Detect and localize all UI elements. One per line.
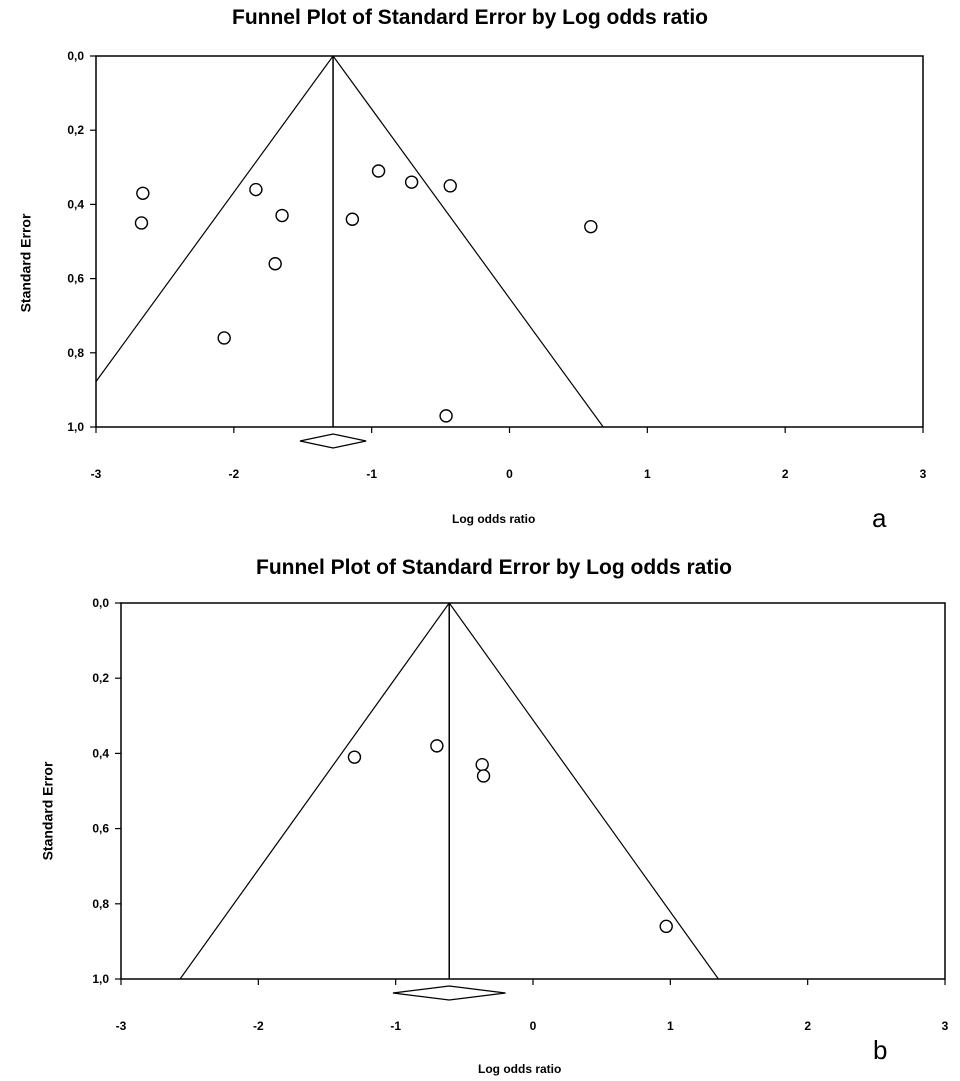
y-tick-label: 0,6 (92, 822, 109, 836)
y-tick-label: 0,8 (92, 897, 109, 911)
y-tick-label: 0,6 (67, 272, 84, 286)
x-tick-label: 2 (804, 1019, 811, 1033)
y-tick-label: 0,2 (67, 123, 84, 137)
x-tick-label: 3 (920, 467, 927, 481)
x-tick-label: -3 (116, 1019, 127, 1033)
funnel-right-line (332, 56, 604, 427)
y-tick-label: 0,2 (92, 671, 109, 685)
study-point (430, 739, 444, 753)
x-tick-label: 0 (506, 467, 513, 481)
funnel-left-line (96, 56, 334, 383)
y-tick-label: 0,0 (92, 596, 109, 610)
x-tick-label: -1 (366, 467, 377, 481)
pooled-diamond (299, 433, 367, 449)
chart-title: Funnel Plot of Standard Error by Log odd… (232, 6, 709, 29)
study-point (584, 219, 598, 234)
funnel-plot-b: Funnel Plot of Standard Error by Log odd… (0, 548, 960, 1081)
study-point (275, 208, 289, 223)
study-point (439, 409, 453, 423)
y-tick-label: 0,0 (67, 49, 84, 63)
study-point (347, 750, 362, 764)
chart-title: Funnel Plot of Standard Error by Log odd… (256, 556, 733, 579)
study-point (345, 212, 360, 226)
x-tick-label: 0 (530, 1019, 537, 1033)
x-tick-label: -3 (91, 467, 102, 481)
y-tick-label: 1,0 (92, 972, 109, 986)
y-tick-label: 0,8 (67, 346, 84, 360)
pooled-diamond (392, 985, 506, 1001)
study-point (475, 757, 489, 772)
panel-label: b (873, 1035, 888, 1065)
study-point (268, 257, 282, 271)
funnel-group (96, 56, 604, 427)
funnel-right-line (448, 603, 719, 979)
plot-frame (120, 602, 946, 980)
study-point (443, 179, 457, 193)
study-point (371, 164, 386, 178)
y-axis-label: Standard Error (17, 213, 34, 313)
y-tick-label: 0,4 (92, 746, 109, 760)
plot-area: 0,0 0,2 0,4 0,6 0,8 1,0 -3 -2 -1 0 1 2 3 (67, 49, 927, 481)
x-tick-label: -1 (390, 1019, 401, 1033)
study-point (249, 182, 263, 197)
x-axis-label: Log odds ratio (478, 1062, 562, 1076)
plot-area: 0,0 0,2 0,4 0,6 0,8 1,0 -3 -2 -1 0 1 2 3 (92, 596, 949, 1033)
study-point (476, 769, 491, 783)
x-tick-label: 3 (942, 1019, 949, 1033)
y-axis-label: Standard Error (39, 761, 56, 861)
x-tick-label: 1 (667, 1019, 674, 1033)
study-point (217, 331, 231, 345)
study-point (136, 186, 150, 200)
x-tick-label: -2 (253, 1019, 264, 1033)
x-tick-label: -2 (228, 467, 239, 481)
panel-label: a (872, 503, 887, 533)
study-point (134, 216, 149, 230)
study-point (659, 919, 673, 934)
funnel-group (179, 603, 719, 979)
x-tick-label: 1 (644, 467, 651, 481)
funnel-plot-a: Funnel Plot of Standard Error by Log odd… (0, 0, 960, 540)
x-axis-label: Log odds ratio (452, 512, 536, 526)
y-tick-label: 0,4 (67, 197, 84, 211)
y-tick-label: 1,0 (67, 420, 84, 434)
funnel-left-line (179, 603, 450, 979)
plot-frame (95, 55, 924, 428)
study-point (404, 175, 419, 189)
x-tick-label: 2 (782, 467, 789, 481)
